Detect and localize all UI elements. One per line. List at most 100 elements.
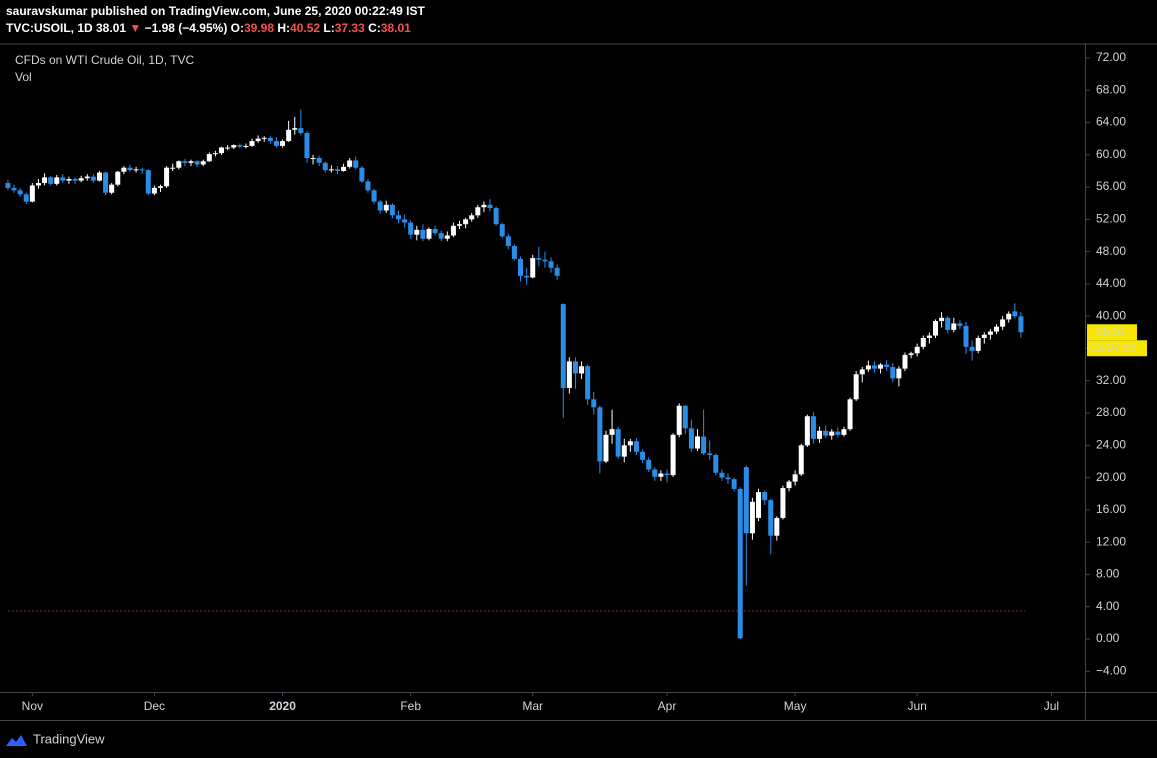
candle-body: [884, 364, 890, 368]
candle-body: [975, 337, 981, 351]
candle-body: [206, 153, 212, 162]
candle-body: [725, 477, 731, 480]
candle-body: [926, 335, 932, 338]
publisher-line: sauravskumar published on TradingView.co…: [6, 4, 426, 18]
candle-body: [640, 451, 646, 460]
candle-body: [719, 472, 725, 478]
candle-body: [621, 445, 627, 457]
y-tick-label: 24.00: [1096, 437, 1126, 451]
candle-body: [66, 179, 72, 181]
candle-body: [688, 428, 694, 449]
x-tick-label: Dec: [144, 699, 165, 713]
candle-body: [713, 454, 719, 473]
candle-body: [341, 166, 347, 171]
candle-body: [469, 215, 475, 220]
symbol-segment: 39.98: [244, 21, 274, 35]
candle-body: [359, 167, 365, 182]
candle-body: [591, 399, 597, 408]
candle-body: [780, 488, 786, 518]
symbol-segment: C:: [365, 21, 381, 35]
candle-body: [438, 233, 444, 239]
candle-body: [609, 429, 615, 435]
candle-body: [133, 169, 139, 171]
y-tick-label: 40.00: [1096, 308, 1126, 322]
symbol-segment: L:: [320, 21, 335, 35]
y-tick-label: 4.00: [1096, 599, 1120, 613]
symbol-line: TVC:USOIL, 1D 38.01 ▼ −1.98 (−4.95%) O:3…: [6, 21, 411, 35]
candle-body: [493, 208, 499, 225]
candle-body: [353, 160, 359, 168]
y-tick-label: −4.00: [1096, 663, 1127, 677]
candle-body: [786, 481, 792, 489]
candle-body: [60, 177, 66, 181]
candle-body: [835, 431, 841, 435]
candle-body: [328, 169, 334, 171]
candle-body: [139, 169, 145, 171]
candle-body: [48, 177, 54, 184]
candle-body: [554, 267, 560, 276]
y-tick-label: 68.00: [1096, 82, 1126, 96]
x-tick-label: Jul: [1044, 699, 1059, 713]
y-tick-label: 60.00: [1096, 147, 1126, 161]
candle-body: [804, 416, 810, 446]
candle-body: [145, 170, 151, 194]
candle-body: [475, 207, 481, 216]
candle-body: [737, 488, 743, 639]
candle-body: [542, 259, 548, 262]
candle-body: [853, 374, 859, 400]
x-tick-label: Apr: [658, 699, 677, 713]
candle-body: [829, 431, 835, 436]
candle-body: [664, 473, 670, 476]
candle-body: [127, 167, 133, 171]
indicator-label: Vol: [15, 70, 32, 84]
candle-body: [548, 261, 554, 268]
candle-body: [847, 399, 853, 430]
symbol-segment: TVC:USOIL, 1D 38.01: [6, 21, 129, 35]
candle-body: [908, 353, 914, 355]
candle-body: [932, 321, 938, 336]
candle-body: [316, 158, 322, 163]
candle-body: [402, 219, 408, 223]
last-price-label: 38.01: [1096, 324, 1126, 338]
candle-body: [481, 204, 487, 208]
candle-body: [499, 224, 505, 237]
candle-body: [762, 492, 768, 501]
candle-body: [273, 141, 279, 146]
symbol-segment: H:: [274, 21, 290, 35]
candle-body: [676, 405, 682, 435]
candle-body: [951, 323, 957, 330]
candle-body: [987, 331, 993, 335]
candle-body: [383, 204, 389, 211]
candle-body: [792, 474, 798, 482]
candle-body: [572, 361, 578, 374]
candle-body: [109, 184, 115, 193]
candle-body: [115, 171, 121, 185]
candle-body: [1006, 313, 1012, 320]
logo-icon: [6, 735, 27, 746]
candle-body: [188, 161, 194, 163]
candle-body: [347, 160, 353, 167]
x-tick-label: Jun: [908, 699, 927, 713]
y-tick-label: 0.00: [1096, 631, 1120, 645]
candle-body: [365, 181, 371, 191]
candle-body: [322, 162, 328, 171]
symbol-segment: 37.33: [335, 21, 365, 35]
x-tick-label: Mar: [522, 699, 543, 713]
logo: [6, 735, 27, 746]
candle-body: [225, 147, 231, 149]
candle-body: [426, 229, 432, 239]
candle-body: [658, 473, 664, 477]
candle-body: [231, 145, 237, 148]
candle-body: [249, 141, 255, 146]
y-tick-label: 56.00: [1096, 179, 1126, 193]
candle-body: [603, 434, 609, 462]
y-tick-label: 20.00: [1096, 470, 1126, 484]
candle-body: [994, 326, 1000, 332]
last-price-box: [1087, 324, 1137, 341]
candle-body: [756, 492, 762, 518]
chart-title: CFDs on WTI Crude Oil, 1D, TVC: [15, 53, 194, 67]
candle-body: [890, 367, 896, 379]
candle-body: [310, 158, 316, 160]
